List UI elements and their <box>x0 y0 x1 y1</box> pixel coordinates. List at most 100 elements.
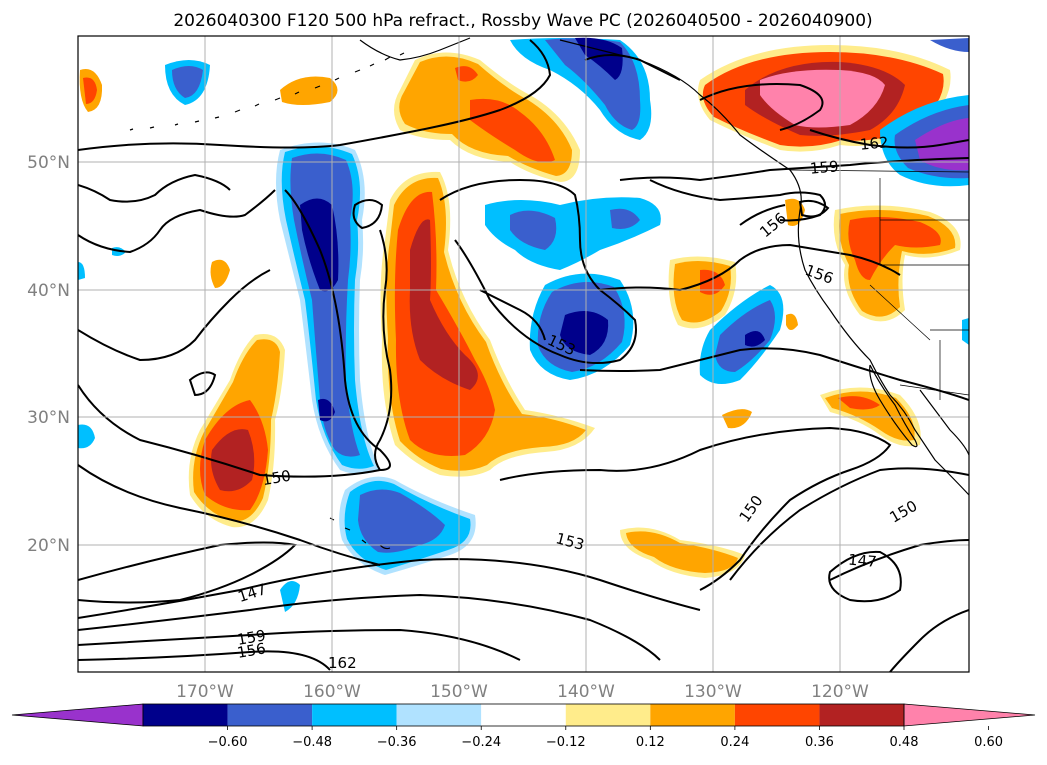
negative-anomaly-regions <box>78 37 969 612</box>
lon-label: 120°W <box>811 682 869 702</box>
pos-anomaly-area <box>722 409 752 429</box>
height-contours <box>78 39 969 672</box>
colorbar-segment <box>396 704 482 726</box>
lon-label: 140°W <box>557 682 615 702</box>
contour-se-closed <box>828 550 902 603</box>
alaska-coastline <box>359 37 471 61</box>
pos-anomaly-area <box>83 77 97 104</box>
contour-right-top-2 <box>809 129 969 149</box>
colorbar-segment <box>819 704 904 726</box>
contour-right-top-1 <box>699 83 824 131</box>
pos-anomaly-area <box>409 219 478 390</box>
neg-anomaly-area <box>318 398 335 422</box>
contour-low-2 <box>78 558 701 619</box>
colorbar-segment <box>650 704 735 726</box>
pos-anomaly-area <box>626 531 738 573</box>
colorbar-tick-label: −0.60 <box>208 735 248 750</box>
neg-anomaly-area <box>930 38 969 52</box>
contour-label: 156 <box>236 639 267 662</box>
neg-anomaly-area <box>300 198 339 292</box>
contour-label: 159 <box>236 626 267 649</box>
neg-anomaly-area <box>358 489 445 553</box>
lon-label: 130°W <box>684 682 742 702</box>
lat-label: 30°N <box>27 408 70 428</box>
contour-mid-4 <box>599 243 901 292</box>
contour-small-5 <box>374 229 393 471</box>
pos-anomaly-area <box>210 259 230 288</box>
neg-anomaly-area <box>962 318 969 345</box>
lat-label: 40°N <box>27 281 70 301</box>
contour-147-west <box>78 464 381 566</box>
pos-anomaly-area <box>280 76 338 105</box>
neg-anomaly-area <box>745 331 765 347</box>
neg-anomaly-area <box>78 424 95 449</box>
figure-title: 2026040300 F120 500 hPa refract., Rossby… <box>173 11 872 31</box>
colorbar-tick-label: 0.24 <box>720 735 749 750</box>
colorbar-tick-label: 0.12 <box>636 735 665 750</box>
graticule <box>78 36 969 672</box>
colorbar-extend-min <box>11 703 144 727</box>
contour-small-1 <box>352 199 384 230</box>
lat-label: 20°N <box>27 536 70 556</box>
contour-small-4 <box>584 54 681 81</box>
colorbar-tick-label: 0.60 <box>974 735 1003 750</box>
colorbar-segment <box>312 704 397 726</box>
contour-small-3 <box>479 289 546 341</box>
neg-anomaly-area <box>78 262 85 280</box>
pos-anomaly-area <box>211 429 255 492</box>
neg-anomaly-area <box>610 208 640 229</box>
contour-153-mid <box>499 426 892 591</box>
latitude-labels: 50°N 40°N 30°N 20°N <box>27 153 70 556</box>
neg-anomaly-area <box>560 311 609 355</box>
longitude-labels: 170°W 160°W 150°W 140°W 130°W 120°W <box>176 682 869 702</box>
aleutian-islands <box>129 52 405 131</box>
canada-us-border <box>789 169 969 173</box>
pos-anomaly-area <box>838 396 880 410</box>
contour-label: 147 <box>847 551 877 571</box>
contour-low-4 <box>78 628 521 661</box>
contour-156-central <box>439 178 637 365</box>
pos-anomaly-area <box>470 98 555 163</box>
lon-label: 160°W <box>303 682 361 702</box>
lat-label: 50°N <box>27 153 70 173</box>
contour-small-2 <box>188 371 217 397</box>
contour-label: 162 <box>328 654 357 672</box>
colorbar-tick-label: 0.48 <box>890 735 919 750</box>
neg-anomaly-area <box>510 210 557 250</box>
contour-150-west <box>78 189 391 478</box>
north-america-coastline <box>559 39 969 496</box>
lon-label: 150°W <box>430 682 488 702</box>
contour-small-6 <box>798 199 830 218</box>
neg-anomaly-area <box>172 66 203 98</box>
colorbar-segment <box>481 704 566 726</box>
contour-north-1 <box>78 39 552 151</box>
contour-low-3 <box>78 593 661 661</box>
lon-label: 170°W <box>176 682 234 702</box>
pos-anomaly-area <box>786 313 798 330</box>
contour-north-3 <box>78 173 231 203</box>
pos-anomaly-area <box>455 66 478 82</box>
colorbar-segment <box>565 704 651 726</box>
colorbar-tick-label: −0.36 <box>377 735 417 750</box>
colorbar-outline <box>142 703 905 727</box>
colorbar-tick-label: −0.24 <box>461 735 501 750</box>
contour-label: 150 <box>261 467 292 490</box>
pos-anomaly-area <box>848 216 941 280</box>
neg-anomaly-area <box>575 37 623 80</box>
contour-east-low <box>889 609 969 672</box>
mainland-mexico-coastline <box>919 389 969 456</box>
colorbar-tick-label: 0.36 <box>805 735 834 750</box>
contour-north-2 <box>78 189 276 254</box>
colorbar-tick-label: −0.48 <box>292 735 332 750</box>
colorbar-segment <box>227 704 313 726</box>
colorbar-segment <box>143 704 228 726</box>
colorbar-tick-label: −0.12 <box>546 735 586 750</box>
contour-label: 159 <box>809 157 839 177</box>
contour-low-5 <box>78 650 331 671</box>
contour-low-1 <box>78 541 298 604</box>
baja-coastline <box>869 364 918 448</box>
colorbar-segment <box>734 704 820 726</box>
colorbar-extend-max <box>903 703 1036 727</box>
map-frame <box>77 35 970 673</box>
